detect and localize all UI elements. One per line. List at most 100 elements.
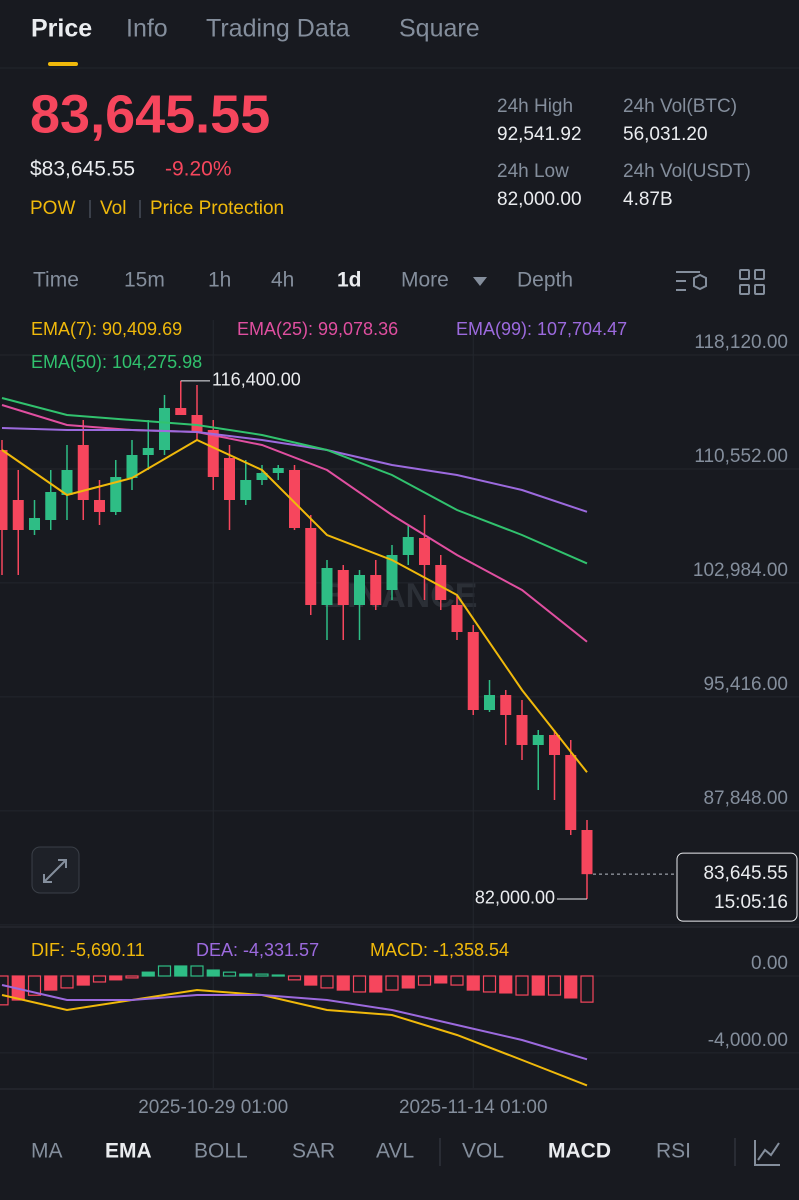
indicator-tab[interactable]: EMA xyxy=(105,1140,152,1163)
y-tick-label: -4,000.00 xyxy=(708,1030,788,1051)
candle-body xyxy=(207,430,219,478)
stat-label: 24h Vol(BTC) xyxy=(623,96,737,117)
macd-bar xyxy=(60,975,74,989)
candle-body xyxy=(419,537,430,565)
tab[interactable]: Price xyxy=(31,15,92,43)
macd-bar xyxy=(222,971,237,977)
interval[interactable]: 1h xyxy=(208,269,231,292)
interval[interactable]: Time xyxy=(33,269,79,292)
candle-body xyxy=(581,830,593,875)
stat-value: 82,000.00 xyxy=(497,189,582,210)
stat-label: 24h High xyxy=(497,96,573,117)
tab[interactable]: Square xyxy=(399,15,480,43)
macd-line xyxy=(1,984,588,1061)
macd-bar xyxy=(320,975,334,989)
interval[interactable]: 1d xyxy=(337,269,362,292)
y-tick-label: 102,984.00 xyxy=(693,560,788,581)
interval[interactable]: 4h xyxy=(271,269,294,292)
macd-bar xyxy=(401,975,415,989)
macd-bar xyxy=(564,975,578,999)
candle-body xyxy=(565,755,577,830)
indicator-tab[interactable]: MACD xyxy=(548,1140,611,1163)
candle-body xyxy=(321,567,333,605)
candle-body xyxy=(451,605,463,633)
indicator-settings-icon[interactable] xyxy=(676,271,707,291)
candle-body xyxy=(126,455,138,478)
macd-bar xyxy=(157,965,172,977)
macd-bar xyxy=(304,975,318,986)
last-price-box[interactable] xyxy=(676,852,798,922)
last-price: 83,645.55 xyxy=(30,84,270,144)
candle-body xyxy=(289,470,300,528)
candle-body xyxy=(77,445,89,500)
candle-body xyxy=(402,537,414,555)
candle-body xyxy=(61,470,73,495)
y-tick-label: 95,416.00 xyxy=(703,674,788,695)
indicator-tab[interactable]: VOL xyxy=(462,1140,504,1163)
macd-bar xyxy=(0,975,9,1006)
macd-bar xyxy=(239,973,253,977)
candle-body xyxy=(256,472,268,480)
candle-body xyxy=(484,695,495,710)
indicator-tab[interactable]: AVL xyxy=(376,1140,414,1163)
candle-body xyxy=(175,407,187,415)
candle-body xyxy=(370,575,382,605)
stat-value: 4.87B xyxy=(623,189,673,210)
candle-body xyxy=(532,735,544,745)
macd-bar xyxy=(369,975,383,993)
y-tick-label: 0.00 xyxy=(751,953,788,974)
tag[interactable]: Price Protection xyxy=(150,198,284,219)
candle-body xyxy=(435,565,447,600)
indicator-tab[interactable]: SAR xyxy=(292,1140,335,1163)
indicator-tab[interactable]: BOLL xyxy=(194,1140,248,1163)
macd-bar xyxy=(174,965,188,977)
chart-area: BINANCE118,120.00110,552.00102,984.0095,… xyxy=(0,319,799,1118)
dropdown-arrow[interactable] xyxy=(473,277,487,286)
candle-body xyxy=(45,492,57,520)
tab[interactable]: Trading Data xyxy=(206,15,350,43)
legend-entry: DIF: -5,690.11 xyxy=(31,940,145,960)
macd-bar xyxy=(206,969,220,977)
candle-body xyxy=(94,500,105,513)
candle-body xyxy=(516,715,528,745)
ema-line xyxy=(1,404,588,643)
high-label: 116,400.00 xyxy=(212,370,301,390)
interval[interactable]: Depth xyxy=(517,269,573,292)
macd-bar xyxy=(44,975,58,991)
interval[interactable]: 15m xyxy=(124,269,165,292)
tab[interactable]: Info xyxy=(126,15,168,43)
expand-button[interactable] xyxy=(31,846,80,894)
macd-bar xyxy=(580,975,594,1003)
x-tick-label: 2025-10-29 01:00 xyxy=(138,1097,288,1118)
stat-label: 24h Vol(USDT) xyxy=(623,161,751,182)
layout-icon[interactable] xyxy=(739,269,765,295)
macd-bar xyxy=(547,975,562,996)
indicator-tab[interactable]: MA xyxy=(31,1140,63,1163)
macd-line xyxy=(1,988,588,1087)
candle-body xyxy=(500,695,512,715)
tag[interactable]: Vol xyxy=(100,198,126,219)
candle-body xyxy=(191,415,203,433)
macd-bar xyxy=(125,975,139,979)
macd-bar xyxy=(287,975,302,981)
indicator-tab[interactable]: RSI xyxy=(656,1140,691,1163)
candle-body xyxy=(386,555,398,590)
interval[interactable]: More xyxy=(401,269,449,292)
usd-price: $83,645.55 xyxy=(30,158,135,181)
stat-value: 92,541.92 xyxy=(497,124,582,145)
ema-line xyxy=(1,426,588,513)
countdown: 15:05:16 xyxy=(714,892,788,913)
legend-entry: EMA(99): 107,704.47 xyxy=(456,319,627,339)
macd-bar xyxy=(450,975,464,986)
x-tick-label: 2025-11-14 01:00 xyxy=(399,1097,548,1118)
tab-indicator xyxy=(48,62,78,66)
macd-bar xyxy=(466,975,480,991)
y-tick-label: 87,848.00 xyxy=(703,788,788,809)
macd-bar xyxy=(109,975,123,981)
drawing-tools-icon[interactable] xyxy=(754,1140,780,1166)
candle-body xyxy=(12,500,24,530)
tag[interactable]: POW xyxy=(30,198,75,219)
legend-entry: EMA(50): 104,275.98 xyxy=(31,352,202,372)
